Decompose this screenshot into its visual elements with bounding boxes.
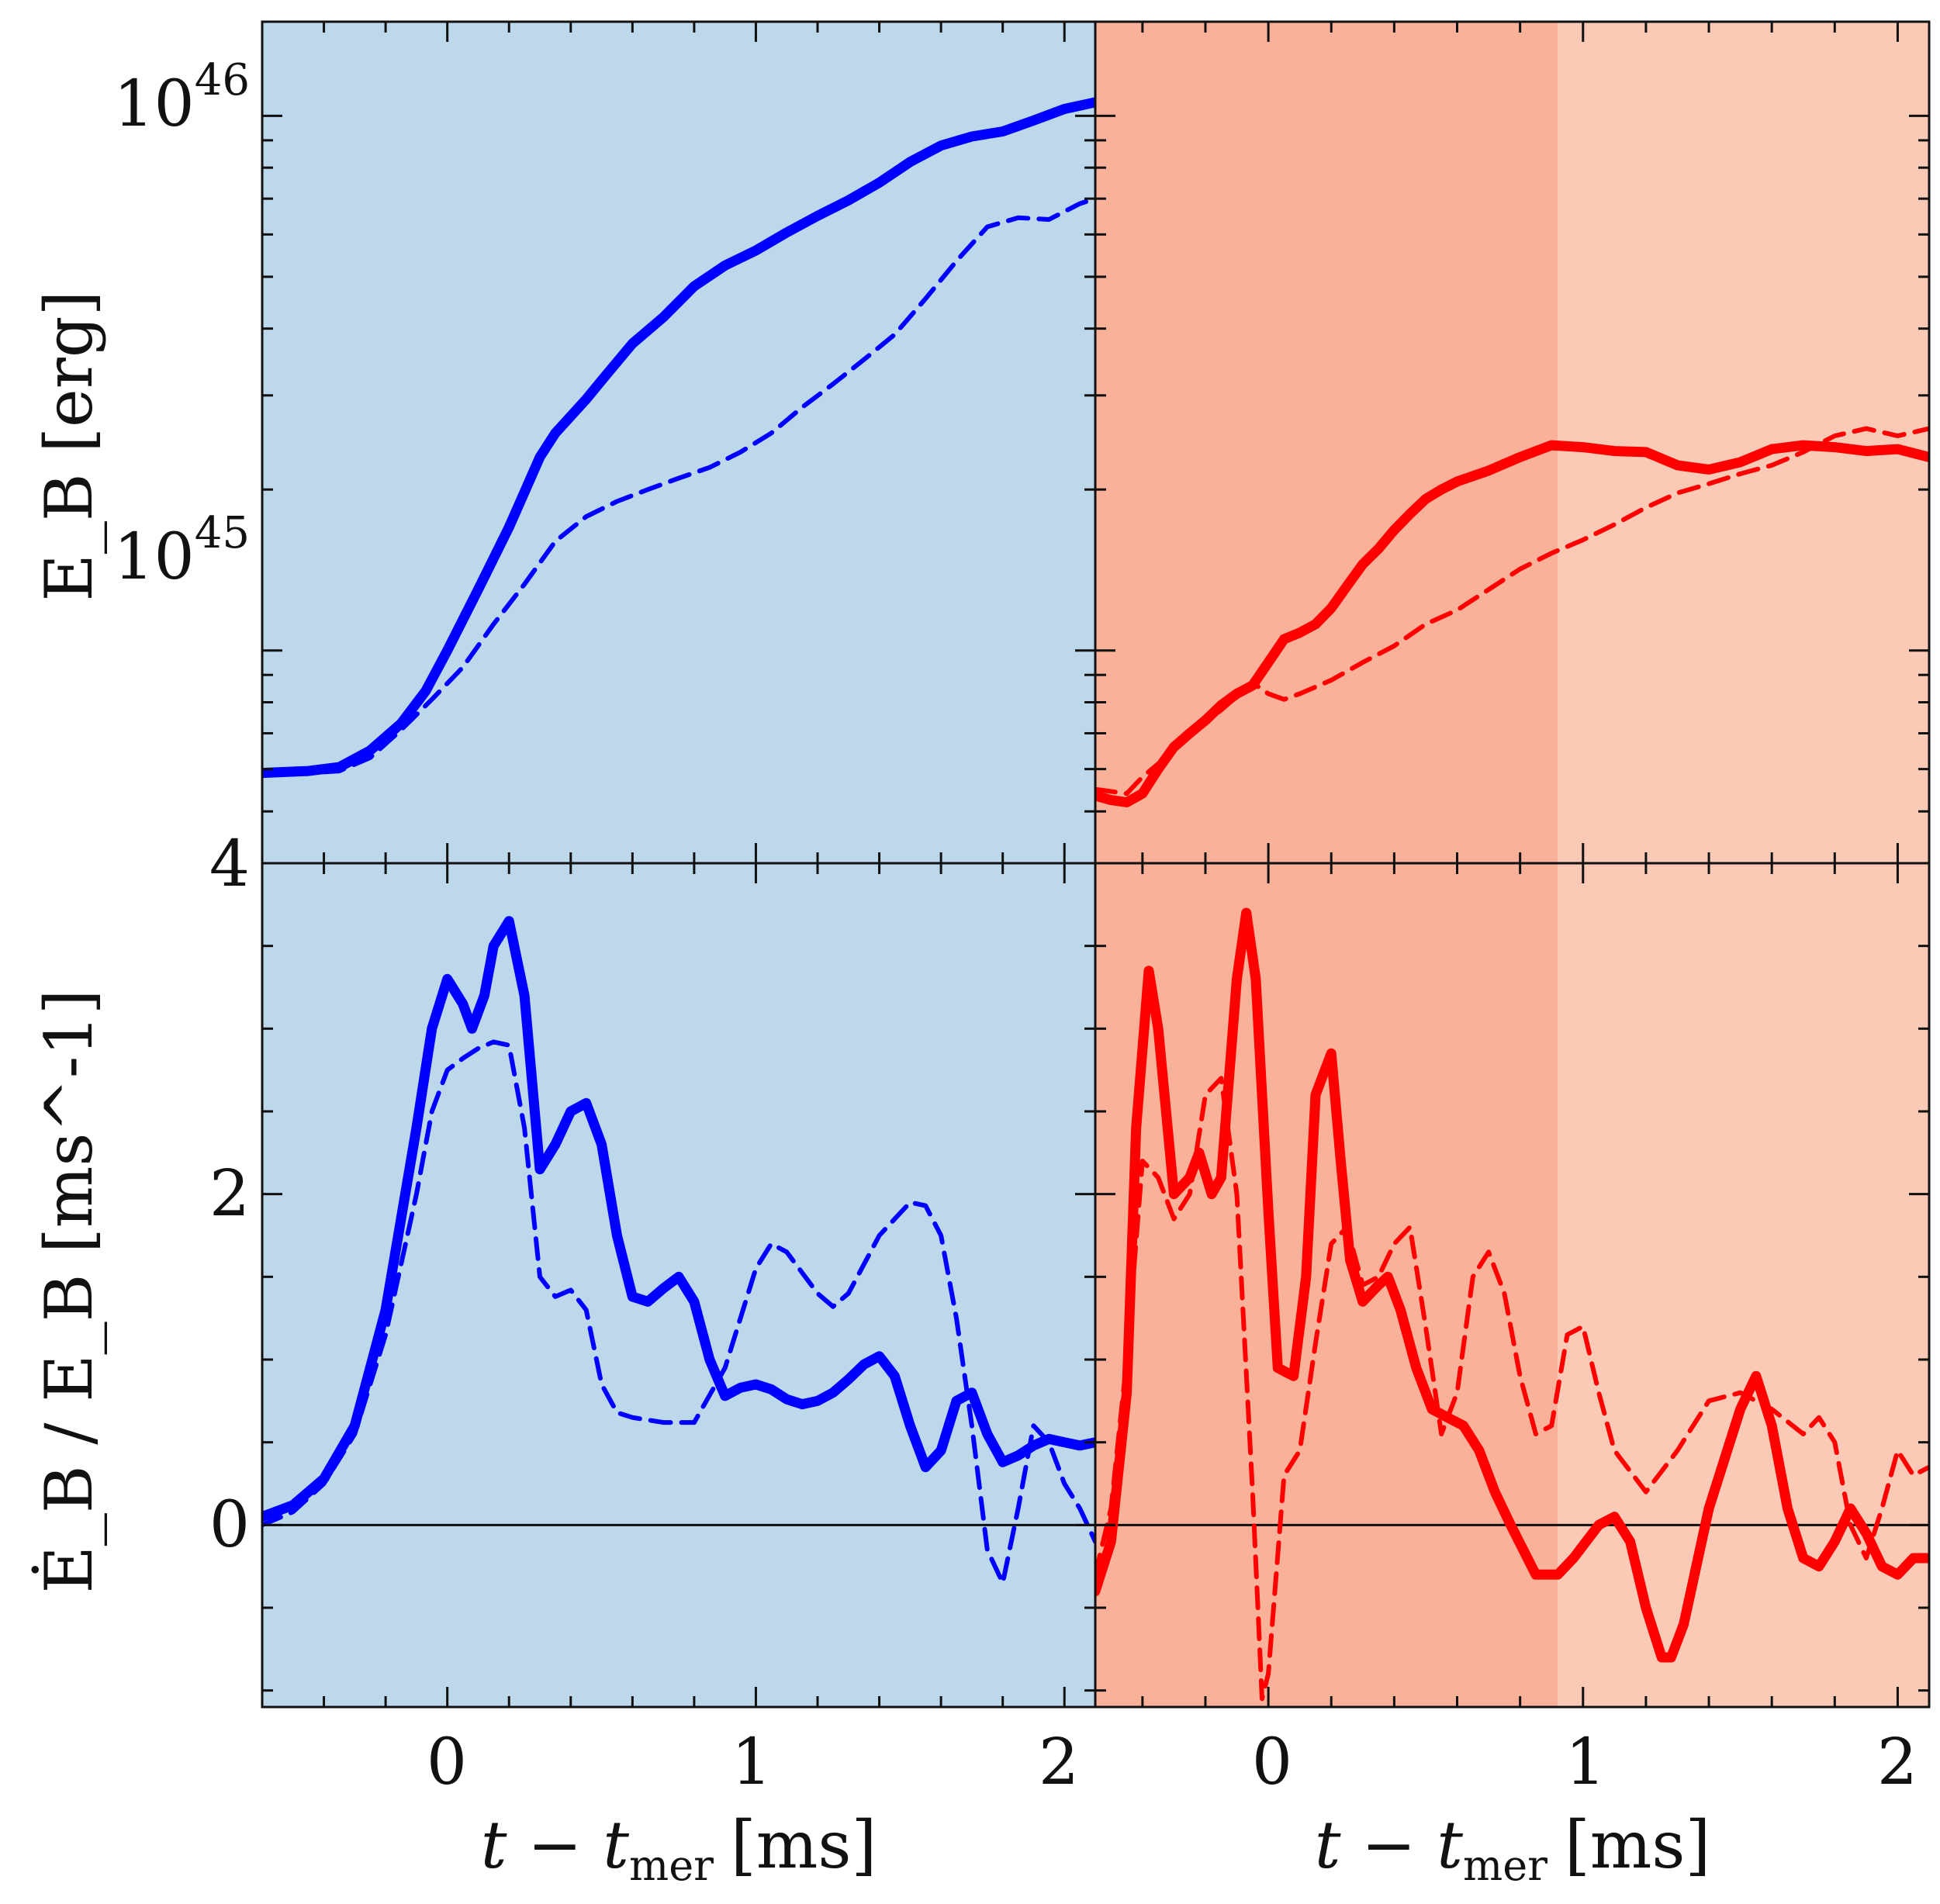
bottom-right-frame: [1094, 862, 1931, 1709]
left-xlabel: t − tmer [ms]: [481, 1807, 877, 1890]
top-right-series: [1095, 426, 1929, 807]
axis-ticks: [262, 22, 1929, 1707]
bottom-right-shaded-region-1: [1558, 863, 1929, 1707]
bottom-right-series: [1095, 907, 1929, 1702]
top-left-series-dashed-line: [262, 196, 1095, 778]
bottom-right-background: [1095, 863, 1929, 1707]
bottom-ytick-label-2: 2: [209, 1157, 250, 1231]
left-xtick-label-2: 2: [1039, 1726, 1079, 1799]
top-right-series-solid-line: [1095, 440, 1929, 807]
top-ylabel: E_B [erg]: [31, 291, 107, 602]
top-ytick-label-1e45: 1045: [113, 508, 250, 594]
top-right-series-dashed-line: [1095, 426, 1929, 797]
left-xtick-label-0: 0: [427, 1726, 467, 1799]
right-xlabel: t − tmer [ms]: [1315, 1807, 1711, 1890]
top-ytick-label-1e46: 1046: [113, 55, 250, 141]
right-xtick-label-0: 0: [1252, 1726, 1292, 1799]
top-right-background: [1095, 22, 1929, 863]
top-right-shaded-region-1: [1558, 22, 1929, 863]
right-xtick-label-2: 2: [1877, 1726, 1918, 1799]
bottom-ytick-label-0: 0: [209, 1488, 250, 1562]
left-xtick-label-1: 1: [731, 1726, 772, 1799]
top-right-shaded-region-0: [1095, 22, 1558, 863]
right-xtick-label-1: 1: [1565, 1726, 1606, 1799]
bottom-ylabel: Ė_B / E_B [ms^-1]: [31, 989, 107, 1593]
panel-frames: [261, 20, 1931, 1709]
bottom-left-series: [262, 916, 1095, 1585]
top-left-series-solid-line: [262, 97, 1095, 779]
bottom-left-series-dashed-line: [262, 1039, 1095, 1585]
top-ytick-label-4: 4: [209, 828, 250, 901]
top-left-series: [262, 97, 1095, 779]
bottom-right-series-dashed-line: [1095, 1076, 1929, 1702]
